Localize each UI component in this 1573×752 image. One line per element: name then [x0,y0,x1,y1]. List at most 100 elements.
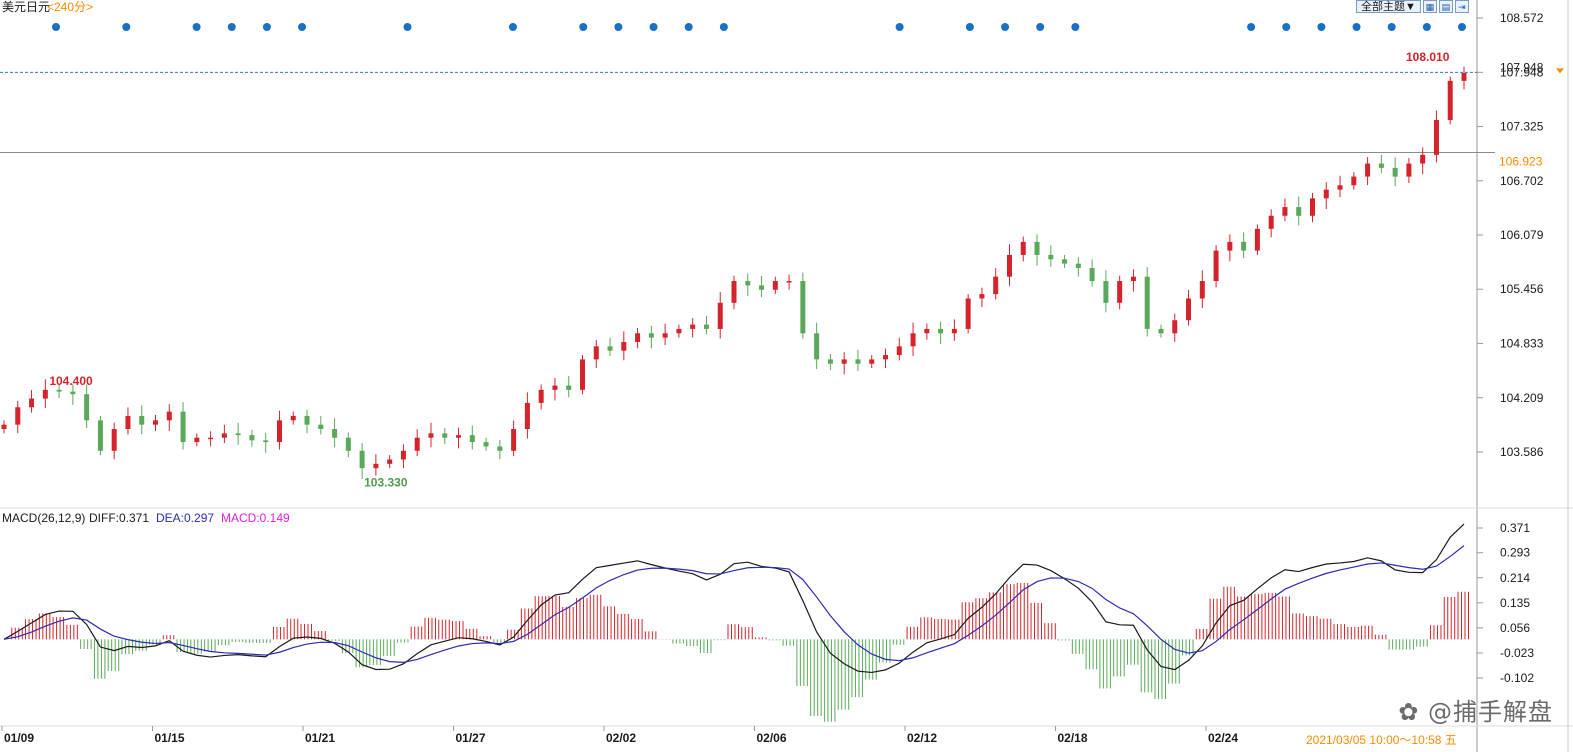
candle-body [1172,320,1178,334]
low-annotation: 103.330 [364,475,408,489]
candle-body [469,435,475,443]
event-dot [52,23,60,31]
candle-body [139,415,145,425]
time-tick-label: 02/06 [757,731,787,745]
macd-axis: 0.371 0.293 0.214 0.135 0.056 -0.023 -0.102 [1477,521,1534,685]
candle-body [1337,185,1343,190]
event-dot [579,23,588,31]
candle-body [359,450,365,469]
candle-body [1433,120,1439,155]
candle-body [456,435,462,438]
local-high-annotation: 104.400 [49,374,93,388]
export-icon[interactable]: ⇥ [1454,0,1469,13]
candle-body [827,359,833,364]
candle-body [1296,207,1302,216]
candle-body [841,359,847,364]
candle-body [979,294,985,299]
candle-body [703,324,709,329]
event-dot [298,23,307,31]
event-dot [719,23,728,31]
time-tick-label: 02/02 [606,731,636,745]
candle-body [1048,254,1054,260]
candle-body [1227,241,1233,251]
candle-body [896,346,902,356]
event-dot [965,23,974,31]
candle-body [910,333,916,347]
time-tick-label: 02/18 [1058,731,1088,745]
candle-body [442,433,448,438]
date-range-label: 2021/03/05 10:00～10:58 五 [1306,733,1457,747]
candle-body [621,341,627,351]
candle-body [648,333,654,338]
price-tick-label: 108.572 [1500,11,1544,25]
macd-label: MACD(26,12,9) [2,511,85,525]
candle-body [1461,73,1467,81]
time-tick-label: 01/21 [305,731,335,745]
candle-body [662,333,668,338]
candle-body [497,446,503,451]
candle-body [772,281,778,290]
candle-body [1420,154,1426,164]
candle-body [566,385,572,390]
candle-body [607,346,613,351]
candle-body [1034,241,1040,255]
candle-body [1089,267,1095,282]
macd-tick-label: 0.135 [1500,596,1530,610]
candle-body [1392,167,1398,177]
candle-body [938,328,944,334]
dea-line [3,545,1465,663]
price-tick-label: 104.833 [1500,336,1544,350]
grid-icon[interactable]: ▦ [1422,0,1437,13]
candle-body [1130,276,1136,282]
event-dot [1071,23,1080,31]
candle-body [883,355,889,360]
candle-body [15,407,21,425]
candle-body [814,333,820,360]
theme-dropdown[interactable]: 全部主题▼ [1356,0,1421,13]
price-axis: 108.572 107.948 107.325 106.702 106.079 105.4… [1477,11,1544,459]
candle-body [690,324,696,329]
chart-icon[interactable]: ▤ [1438,0,1453,13]
candle-body [221,433,227,438]
event-dot [122,23,131,31]
instrument-title: 美元日元 [2,0,50,14]
candle-body [125,415,131,430]
event-dot [1317,23,1326,31]
price-tick-label: 104.209 [1500,391,1544,405]
candle-body [345,437,351,451]
candle-body [538,389,544,403]
event-dot [227,23,236,31]
candle-body [249,435,255,441]
candle-body [263,440,269,443]
candle-body [593,346,599,360]
event-dot [1247,23,1256,31]
candle-body [1378,163,1384,168]
candle-body [1006,254,1012,277]
event-dot [614,23,623,31]
last-price-label: 107.948 [1500,60,1544,74]
macd-tick-label: 0.293 [1500,546,1530,560]
period-label[interactable]: <240分> [47,0,93,14]
candle-body [166,411,172,421]
candle-body [951,328,957,334]
candle-body [373,463,379,469]
candle-body [290,415,296,421]
candle-body [1406,163,1412,177]
candle-body [97,420,103,451]
candle-body [1062,259,1068,264]
candle-body [1241,241,1247,251]
candle-body [759,285,765,290]
event-dot [1036,23,1045,31]
event-dot [1422,23,1431,31]
candle-body [56,389,62,392]
candle-series [1,66,1467,479]
candle-body [414,437,420,451]
candle-body [1117,281,1123,303]
candle-body [153,420,159,425]
candle-body [855,359,861,364]
candle-body [511,429,517,451]
price-tick-label: 107.948 [1500,65,1544,79]
event-dot [1387,23,1396,31]
price-tick-label: 107.325 [1500,120,1544,134]
candle-body [1020,241,1026,255]
